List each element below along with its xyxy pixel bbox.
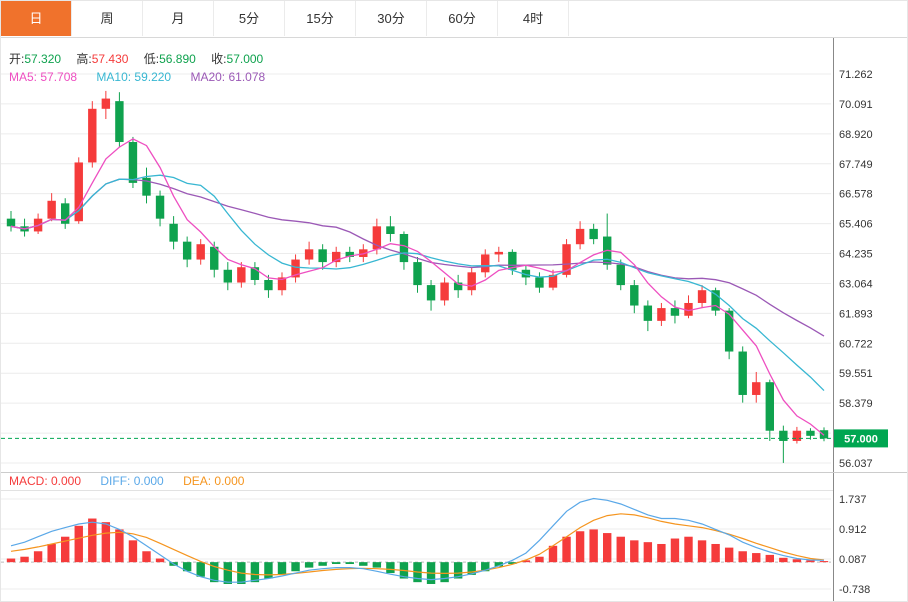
- tab-15min[interactable]: 15分: [285, 1, 356, 36]
- price-axis: 71.262 70.091 68.920 67.749 66.578 65.406 64.2…: [839, 69, 873, 596]
- price-axis-label: 61.893: [839, 308, 873, 320]
- price-axis-label: 68.920: [839, 129, 873, 141]
- price-axis-label: 59.551: [839, 368, 873, 380]
- panel-borders: [1, 38, 907, 601]
- price-axis-label: 70.091: [839, 99, 873, 111]
- toolbar-spacer: [569, 1, 907, 37]
- price-axis-label: 58.379: [839, 398, 873, 410]
- macd-axis-label: 0.087: [839, 554, 867, 566]
- price-axis-label: 64.235: [839, 249, 873, 261]
- timeframe-toolbar: 日 周 月 5分 15分 30分 60分 4时: [1, 1, 907, 38]
- tab-4hour[interactable]: 4时: [498, 1, 569, 36]
- macd-lines: [10, 497, 825, 583]
- ma-lines: [10, 138, 825, 436]
- tab-week[interactable]: 周: [72, 1, 143, 36]
- chart-canvas[interactable]: 71.262 70.091 68.920 67.749 66.578 65.406 64.2…: [1, 38, 908, 602]
- price-axis-label: 56.037: [839, 458, 873, 470]
- price-axis-label: 65.406: [839, 219, 873, 231]
- current-price-badge: 57.000: [834, 429, 888, 448]
- macd-axis-label: -0.738: [839, 584, 870, 596]
- tab-5min[interactable]: 5分: [214, 1, 285, 36]
- current-price-label: 57.000: [844, 433, 878, 445]
- macd-axis-label: 1.737: [839, 494, 867, 506]
- price-axis-label: 71.262: [839, 69, 873, 81]
- price-axis-label: 66.578: [839, 189, 873, 201]
- macd-axis-label: 0.912: [839, 524, 867, 536]
- price-axis-label: 60.722: [839, 338, 873, 350]
- price-axis-label: 63.064: [839, 278, 873, 290]
- price-axis-label: 67.749: [839, 159, 873, 171]
- tab-month[interactable]: 月: [143, 1, 214, 36]
- tab-day[interactable]: 日: [1, 1, 72, 36]
- tab-30min[interactable]: 30分: [356, 1, 427, 36]
- candles-layer: [6, 90, 829, 463]
- tab-60min[interactable]: 60分: [427, 1, 498, 36]
- chart-area: 71.262 70.091 68.920 67.749 66.578 65.406 64.2…: [1, 38, 908, 602]
- gridlines: [1, 73, 831, 590]
